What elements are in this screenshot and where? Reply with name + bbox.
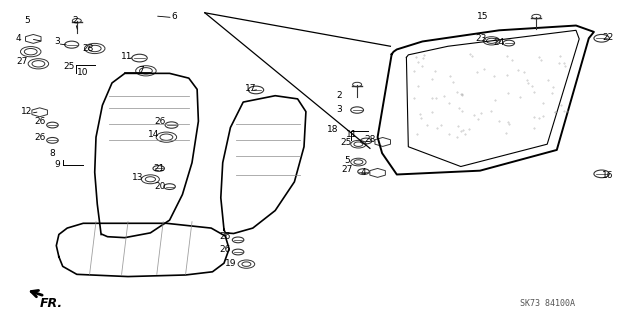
Text: 9: 9 [55,160,60,169]
Text: 26: 26 [220,245,231,254]
Text: 19: 19 [225,259,236,268]
Text: 28: 28 [364,135,376,144]
Text: 11: 11 [121,52,132,61]
Text: 6: 6 [172,12,177,21]
Text: 3: 3 [55,37,60,46]
Text: 21: 21 [153,164,164,173]
Text: 7: 7 [138,66,143,75]
Text: 4: 4 [361,168,366,177]
Text: 11: 11 [346,130,358,139]
Text: 27: 27 [341,165,353,174]
Text: 5: 5 [25,16,30,25]
Text: 5: 5 [344,156,349,165]
Text: 3: 3 [337,105,342,114]
Text: 18: 18 [327,125,339,134]
Text: SK73 84100A: SK73 84100A [520,299,575,308]
Text: 10: 10 [77,68,89,77]
Text: 25: 25 [340,138,351,147]
Text: FR.: FR. [40,297,63,310]
Text: 4: 4 [15,34,20,43]
Text: 23: 23 [476,34,487,43]
Text: 8: 8 [50,149,55,158]
Text: 22: 22 [602,33,614,42]
Text: 17: 17 [245,84,257,93]
Text: 26: 26 [220,232,231,241]
Text: 14: 14 [148,130,159,139]
Text: 26: 26 [34,117,45,126]
Text: 2: 2 [73,16,78,25]
Text: 27: 27 [17,57,28,66]
Text: 15: 15 [477,12,489,21]
Text: 20: 20 [154,182,166,191]
Text: 13: 13 [132,173,143,182]
Text: 24: 24 [493,38,505,47]
Text: 25: 25 [63,62,75,70]
Text: 2: 2 [337,91,342,100]
Text: 16: 16 [602,171,614,180]
Text: 26: 26 [34,133,45,142]
Text: 26: 26 [154,117,166,126]
Text: 12: 12 [21,107,33,115]
Text: 28: 28 [83,44,94,53]
